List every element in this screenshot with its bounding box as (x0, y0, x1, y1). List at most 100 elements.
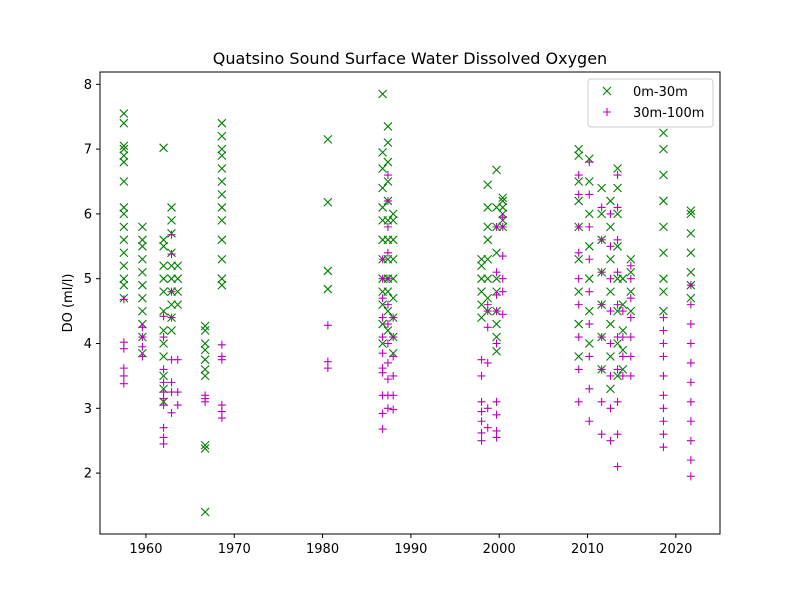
point-30m-100m (217, 340, 226, 349)
legend: 0m-30m 30m-100m (587, 78, 714, 128)
x-tick-label: 1960 (129, 542, 162, 557)
point-30m-100m (383, 320, 392, 329)
point-0m-30m (119, 248, 129, 258)
point-0m-30m (606, 222, 615, 232)
point-30m-100m (483, 300, 492, 309)
point-30m-100m (498, 287, 507, 296)
point-30m-100m (492, 426, 501, 435)
point-30m-100m (217, 352, 226, 361)
point-30m-100m (159, 312, 168, 321)
point-30m-100m (138, 342, 147, 351)
point-0m-30m (686, 248, 696, 258)
point-30m-100m (659, 352, 668, 361)
point-30m-100m (173, 401, 182, 410)
point-0m-30m (584, 306, 594, 316)
point-0m-30m (200, 444, 210, 453)
point-30m-100m (597, 268, 606, 277)
point-0m-30m (606, 384, 615, 394)
point-0m-30m (200, 321, 210, 331)
point-0m-30m (659, 248, 668, 258)
point-0m-30m (167, 261, 176, 271)
point-0m-30m (574, 287, 584, 297)
point-30m-100m (167, 313, 176, 322)
point-0m-30m (200, 326, 210, 335)
point-0m-30m (200, 365, 210, 374)
point-30m-100m (167, 230, 176, 239)
point-0m-30m (378, 300, 388, 310)
point-30m-100m (201, 391, 210, 400)
point-0m-30m (492, 346, 501, 356)
point-30m-100m (477, 417, 486, 426)
point-0m-30m (173, 274, 183, 284)
series-0m-30m (119, 89, 696, 517)
point-30m-100m (597, 397, 606, 406)
point-0m-30m (613, 164, 622, 173)
point-0m-30m (584, 209, 594, 219)
point-30m-100m (159, 423, 168, 432)
point-0m-30m (383, 326, 393, 335)
point-30m-100m (159, 333, 168, 342)
point-30m-100m (686, 300, 695, 309)
point-0m-30m (626, 287, 636, 297)
y-tick-label: 4 (84, 337, 92, 352)
point-30m-100m (613, 235, 622, 244)
point-0m-30m (159, 241, 168, 251)
legend-label-30m-100m: 30m-100m (633, 106, 704, 121)
point-0m-30m (167, 203, 176, 212)
point-30m-100m (585, 222, 594, 231)
point-0m-30m (173, 287, 183, 297)
point-0m-30m (606, 196, 615, 206)
point-30m-100m (492, 410, 501, 419)
point-30m-100m (383, 196, 392, 205)
point-0m-30m (119, 177, 129, 186)
point-0m-30m (574, 144, 584, 154)
point-0m-30m (483, 222, 493, 232)
point-0m-30m (659, 306, 668, 316)
point-0m-30m (388, 293, 398, 303)
point-30m-100m (574, 171, 583, 180)
point-0m-30m (686, 209, 696, 219)
point-0m-30m (606, 352, 615, 361)
point-0m-30m (323, 284, 333, 294)
point-0m-30m (173, 300, 183, 310)
point-30m-100m (389, 313, 398, 322)
point-0m-30m (613, 371, 622, 381)
point-0m-30m (138, 306, 147, 316)
point-0m-30m (574, 196, 584, 206)
point-0m-30m (659, 144, 668, 154)
point-30m-100m (498, 274, 507, 283)
point-0m-30m (383, 122, 393, 131)
point-0m-30m (159, 235, 168, 245)
point-30m-100m (477, 397, 486, 406)
point-0m-30m (200, 371, 210, 381)
point-30m-100m (167, 408, 176, 417)
x-tick-label: 2010 (571, 542, 604, 557)
point-0m-30m (618, 365, 628, 374)
point-0m-30m (606, 319, 615, 329)
point-30m-100m (492, 339, 501, 348)
point-0m-30m (323, 266, 333, 276)
point-30m-100m (585, 255, 594, 264)
point-30m-100m (477, 407, 486, 416)
point-30m-100m (659, 391, 668, 400)
point-30m-100m (597, 235, 606, 244)
point-30m-100m (613, 268, 622, 277)
point-30m-100m (574, 274, 583, 283)
point-30m-100m (574, 365, 583, 374)
point-30m-100m (659, 313, 668, 322)
point-0m-30m (138, 222, 147, 232)
point-0m-30m (159, 274, 168, 284)
point-0m-30m (138, 267, 147, 277)
point-0m-30m (483, 235, 493, 245)
y-tick-label: 5 (84, 272, 92, 287)
point-0m-30m (119, 141, 129, 151)
point-0m-30m (483, 274, 493, 284)
point-30m-100m (686, 281, 695, 290)
point-0m-30m (498, 203, 508, 212)
point-30m-100m (383, 171, 392, 180)
point-30m-100m (383, 404, 392, 413)
point-0m-30m (492, 248, 501, 258)
point-30m-100m (378, 349, 387, 358)
point-0m-30m (584, 274, 594, 284)
point-30m-100m (686, 358, 695, 367)
